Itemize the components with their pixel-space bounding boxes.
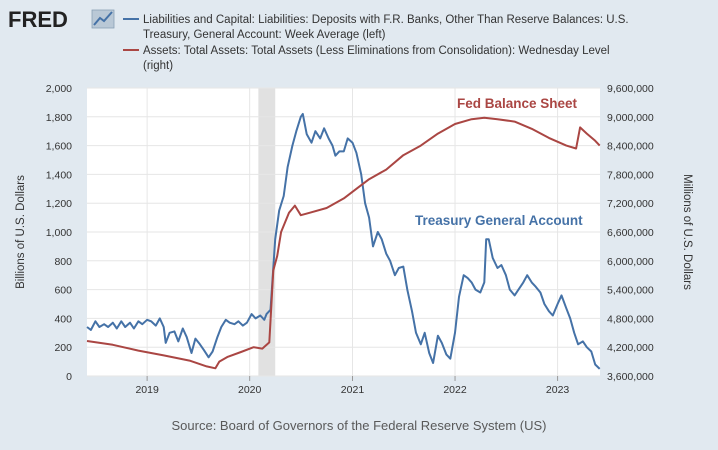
left-tick-label: 1,600: [46, 141, 72, 153]
x-tick-label: 2019: [135, 384, 159, 396]
x-tick-label: 2023: [546, 384, 570, 396]
left-tick-label: 1,400: [46, 169, 72, 181]
x-axis: 2019 2020 2021 2022 2023: [135, 376, 569, 396]
annotation-fed-balance-sheet: Fed Balance Sheet: [457, 96, 578, 111]
left-tick-label: 0: [66, 371, 72, 383]
right-tick-label: 9,600,000: [607, 83, 654, 95]
left-tick-label: 1,800: [46, 112, 72, 124]
legend-tga-line-1: Liabilities and Capital: Liabilities: De…: [143, 14, 629, 26]
right-tick-label: 6,000,000: [607, 256, 654, 268]
series-line-tga: [86, 112, 601, 370]
legend-balance-line-2: (right): [143, 60, 173, 72]
legend: Liabilities and Capital: Liabilities: De…: [123, 14, 629, 72]
x-tick-label: 2021: [341, 384, 365, 396]
left-tick-label: 2,000: [46, 83, 72, 95]
right-tick-label: 4,800,000: [607, 313, 654, 325]
left-axis-title: Billions of U.S. Dollars: [15, 175, 27, 289]
right-tick-label: 4,200,000: [607, 342, 654, 354]
fred-logo-text: FRED: [8, 7, 68, 32]
right-tick-label: 9,000,000: [607, 112, 654, 124]
right-tick-label: 7,800,000: [607, 169, 654, 181]
left-axis: 0 200 400 600 800 1,000 1,200 1,400 1,600 1,800 2,…: [46, 83, 72, 383]
x-tick-label: 2022: [443, 384, 467, 396]
legend-balance-line-1: Assets: Total Assets: Total Assets (Less…: [143, 45, 610, 57]
legend-tga-line-2: Treasury, General Account: Week Average …: [143, 29, 386, 41]
right-tick-label: 5,400,000: [607, 285, 654, 297]
fred-logo[interactable]: FRED: [8, 7, 115, 32]
series-layer: [86, 112, 601, 370]
left-tick-label: 1,000: [46, 227, 72, 239]
right-axis-title: Millions of U.S. Dollars: [681, 174, 693, 290]
right-axis: 3,600,000 4,200,000 4,800,000 5,400,000 6,00…: [607, 83, 654, 383]
left-tick-label: 1,200: [46, 198, 72, 210]
right-tick-label: 8,400,000: [607, 141, 654, 153]
source-note: Source: Board of Governors of the Federa…: [172, 418, 547, 433]
chart-logo-icon: [91, 9, 115, 29]
annotation-treasury-general-account: Treasury General Account: [415, 213, 583, 228]
left-tick-label: 400: [54, 313, 72, 325]
left-tick-label: 800: [54, 256, 72, 268]
left-tick-label: 200: [54, 342, 72, 354]
left-tick-label: 600: [54, 285, 72, 297]
right-tick-label: 7,200,000: [607, 198, 654, 210]
series-line-balance: [86, 116, 601, 370]
x-tick-label: 2020: [238, 384, 262, 396]
right-tick-label: 3,600,000: [607, 371, 654, 383]
right-tick-label: 6,600,000: [607, 227, 654, 239]
